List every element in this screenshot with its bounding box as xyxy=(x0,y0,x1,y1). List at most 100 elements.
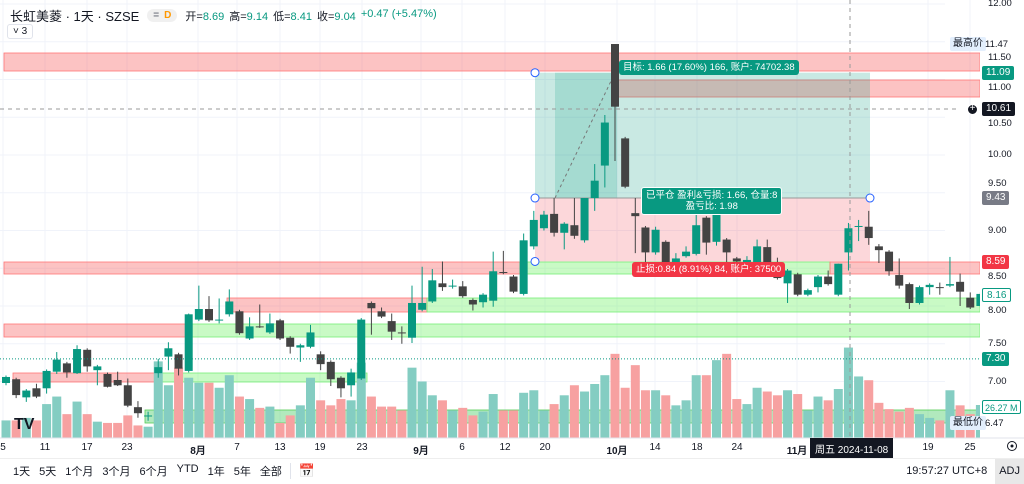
trade-path-line xyxy=(554,72,616,199)
pill-eq: = xyxy=(153,10,160,21)
ohlc-values: 开=8.69 高=9.14 低=8.41 收=9.04 +0.47 (+5.47… xyxy=(185,8,436,24)
candle-body xyxy=(235,311,244,334)
candle-body xyxy=(763,247,772,263)
volume-bar xyxy=(275,422,285,438)
ohlc-close-value: 9.04 xyxy=(334,10,356,23)
range-button[interactable]: 1年 xyxy=(207,466,225,478)
candle-body xyxy=(489,271,498,301)
ohlc-high: 高=9.14 xyxy=(229,8,268,24)
volume-bar xyxy=(437,400,447,438)
calendar-goto-icon[interactable]: 📅 xyxy=(298,463,316,478)
candle-body xyxy=(661,241,670,263)
range-button[interactable]: YTD xyxy=(176,463,199,475)
time-tick: 8月 xyxy=(190,446,206,457)
volume-bar xyxy=(11,420,21,438)
candle-body xyxy=(428,280,437,302)
range-button[interactable]: 5年 xyxy=(233,466,251,478)
volume-bar xyxy=(478,411,488,438)
candle-body xyxy=(803,290,812,295)
svg-text:TV: TV xyxy=(14,416,35,433)
volume-bar xyxy=(793,394,803,438)
indicators-collapse-button[interactable]: ˅ 3 xyxy=(7,24,34,39)
volume-bar xyxy=(610,353,620,438)
candle-body xyxy=(692,225,701,254)
closed-pnl-text: 已平仓 盈利&亏损: 1.66, 仓量:8 xyxy=(646,190,778,201)
overlay-lines xyxy=(0,0,980,438)
volume-bar xyxy=(925,417,935,438)
volume-bar xyxy=(894,411,904,438)
price-zone xyxy=(426,297,980,313)
add-plus-icon[interactable]: + xyxy=(967,104,978,115)
tv-logo: TV xyxy=(14,416,35,433)
candle-body xyxy=(448,285,457,287)
range-button[interactable]: 3个月 xyxy=(102,466,131,478)
line-price-tag: 7.30 xyxy=(982,352,1010,366)
volume-bar xyxy=(214,387,224,438)
candle-body xyxy=(336,377,345,389)
target-label: 目标: 1.66 (17.60%) 166, 账户: 74702.38 xyxy=(619,60,799,75)
candle-body xyxy=(418,302,427,310)
volume-bar xyxy=(671,405,681,438)
candle-body xyxy=(885,251,894,272)
candle-body xyxy=(367,302,376,309)
volume-bar xyxy=(549,404,559,438)
ohlc-change: +0.47 (+5.47%) xyxy=(360,7,437,20)
candle-body xyxy=(296,345,305,348)
volume-bar xyxy=(123,415,133,438)
clock[interactable]: 19:57:27 UTC+8 xyxy=(906,465,988,477)
range-button[interactable]: 全部 xyxy=(259,466,282,478)
high-price-label: 最高价 xyxy=(950,37,986,51)
candle-body xyxy=(174,354,183,369)
volume-bar xyxy=(762,391,772,438)
candle-body xyxy=(194,309,203,320)
candle-body xyxy=(976,293,980,306)
price-tick: 11.00 xyxy=(988,82,1012,93)
time-tick: 6 xyxy=(459,442,465,453)
candle-body xyxy=(286,337,295,347)
settings-icon[interactable] xyxy=(1007,441,1017,451)
price-tick: 9.50 xyxy=(988,178,1007,189)
volume-bar xyxy=(245,399,255,438)
volume-bar xyxy=(742,404,752,438)
volume-bar xyxy=(224,375,234,438)
volume-bar xyxy=(174,367,184,438)
candle-body xyxy=(357,319,366,379)
candle-body xyxy=(824,276,833,285)
volume-bar xyxy=(255,407,265,438)
range-buttons: 1天 5天 1个月 3个月 6个月 YTD 1年 5年 全部 xyxy=(13,463,282,479)
volume-bar xyxy=(316,400,326,438)
volume-bar xyxy=(31,420,41,438)
candle-body xyxy=(844,228,853,253)
volume-bar xyxy=(559,395,569,438)
price-tick: 8.00 xyxy=(988,305,1007,316)
candle-body xyxy=(519,240,528,294)
time-tick: 20 xyxy=(539,442,551,453)
candle-body xyxy=(387,321,396,332)
range-button[interactable]: 6个月 xyxy=(139,466,168,478)
candle-body xyxy=(397,332,406,334)
candle-body xyxy=(42,370,51,389)
interval-pill[interactable]: = D xyxy=(147,9,178,22)
range-button[interactable]: 1个月 xyxy=(65,466,94,478)
range-button[interactable]: 5天 xyxy=(39,466,57,478)
volume-bar xyxy=(580,391,590,438)
candle-body xyxy=(793,274,802,295)
adj-button[interactable]: ADJ xyxy=(995,458,1024,484)
ohlc-low-key: 低= xyxy=(273,10,291,23)
candle-body xyxy=(458,286,467,297)
symbol-title[interactable]: 长虹美菱 · 1天 · SZSE xyxy=(10,9,140,24)
volume-bar xyxy=(133,425,143,438)
price-tick: 11.50 xyxy=(988,52,1012,63)
risk-reward-text: 盈亏比: 1.98 xyxy=(685,201,738,212)
candle-body xyxy=(945,284,954,286)
candle-body xyxy=(479,294,488,303)
time-tick: 7 xyxy=(234,442,240,453)
candle-body xyxy=(742,259,751,263)
candle-body xyxy=(753,246,762,263)
candle-body xyxy=(113,379,122,386)
entry-price-tag: 9.43 xyxy=(982,191,1010,205)
range-button[interactable]: 1天 xyxy=(13,466,31,478)
candle-body xyxy=(956,281,965,292)
volume-bar xyxy=(620,387,630,438)
